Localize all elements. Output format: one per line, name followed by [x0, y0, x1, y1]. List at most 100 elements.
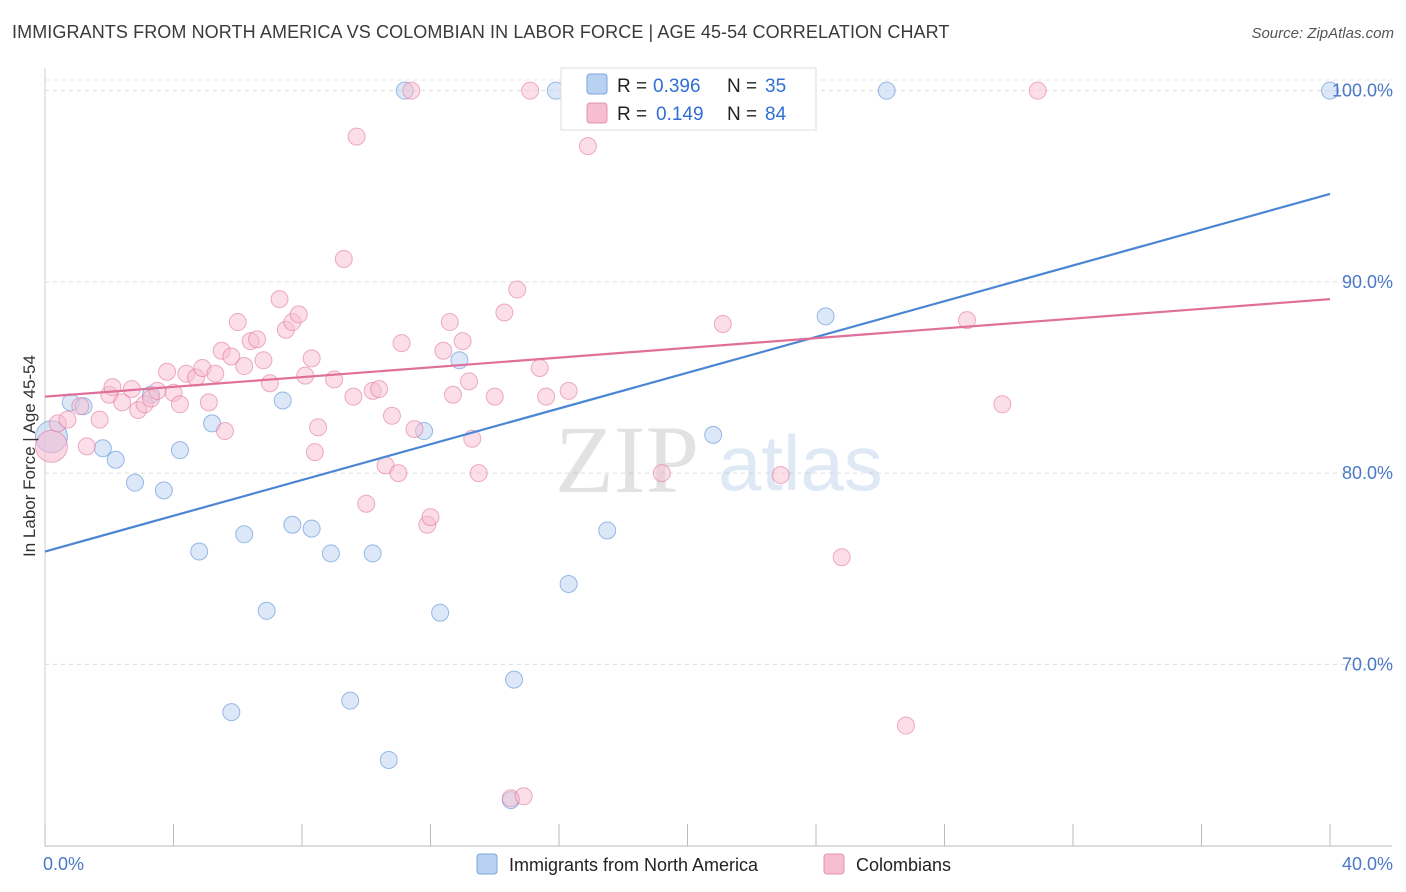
legend-label-north-america: Immigrants from North America [509, 855, 759, 875]
point-series0-33 [877, 81, 896, 100]
point-series0-5 [125, 473, 144, 492]
point-series1-70 [578, 137, 597, 156]
point-series1-28 [248, 330, 267, 349]
point-series1-77 [896, 716, 915, 735]
trend-line-series-1 [44, 298, 1331, 398]
point-series1-4 [77, 437, 96, 456]
point-series1-31 [270, 290, 289, 309]
point-series0-13 [257, 601, 276, 620]
point-series1-49 [392, 334, 411, 353]
legend-r-value-1: 0.396 [653, 76, 701, 97]
point-series0-8 [170, 441, 189, 460]
point-series0-7 [154, 481, 173, 500]
legend-r-value-2: 0.149 [656, 104, 704, 125]
point-series1-50 [402, 81, 421, 100]
legend-swatch-pink [586, 102, 608, 124]
point-series1-25 [228, 313, 247, 332]
point-series1-21 [206, 364, 225, 383]
trend-line-series-0 [44, 192, 1331, 553]
legend-n-value-2: 84 [765, 104, 787, 125]
point-series1-65 [514, 787, 533, 806]
point-series1-79 [993, 395, 1012, 414]
point-series0-17 [321, 544, 340, 563]
point-series0-11 [222, 703, 241, 722]
point-series1-3 [71, 397, 90, 416]
watermark: ZIP atlas [555, 406, 883, 513]
point-series1-53 [421, 508, 440, 527]
y-tick-label-3: 100.0% [1332, 81, 1393, 101]
point-series1-55 [440, 313, 459, 332]
point-series1-29 [254, 351, 273, 370]
point-series1-40 [334, 249, 353, 268]
legend-r-label-2: R = [617, 104, 647, 125]
watermark-zip: ZIP [555, 406, 699, 513]
trend-lines [44, 192, 1331, 553]
point-series1-47 [382, 406, 401, 425]
point-series1-45 [370, 379, 389, 398]
point-series1-60 [469, 464, 488, 483]
point-series0-15 [283, 515, 302, 534]
x-tick-labels: 0.0% 40.0% [43, 854, 1393, 874]
watermark-atlas: atlas [718, 419, 883, 507]
point-series1-20 [199, 393, 218, 412]
legend-swatch-colombians [823, 853, 845, 875]
legend-swatch-blue [586, 73, 608, 95]
point-series1-42 [347, 127, 366, 146]
point-series0-14 [273, 391, 292, 410]
legend-n-label-2: N = [727, 104, 757, 125]
x-tick-label-1: 40.0% [1342, 854, 1393, 874]
legend-swatch-north-america [476, 853, 498, 875]
point-series1-56 [443, 385, 462, 404]
point-series0-16 [302, 519, 321, 538]
point-series1-14 [158, 362, 177, 381]
legend-n-label-1: N = [727, 76, 757, 97]
point-series1-78 [957, 311, 976, 330]
point-series1-57 [453, 332, 472, 351]
point-series1-38 [309, 418, 328, 437]
x-tick-label-0: 0.0% [43, 854, 84, 874]
point-series1-34 [289, 305, 308, 324]
point-series1-43 [357, 494, 376, 513]
point-series0-26 [505, 670, 524, 689]
point-series0-4 [106, 450, 125, 469]
point-series1-54 [434, 341, 453, 360]
point-series1-51 [405, 420, 424, 439]
y-axis-title: In Labor Force | Age 45-54 [20, 355, 39, 557]
point-series0-9 [190, 542, 209, 561]
point-series1-73 [713, 314, 732, 333]
legend-label-colombians: Colombians [856, 855, 951, 875]
point-series1-80 [1028, 81, 1047, 100]
point-series1-36 [302, 349, 321, 368]
point-series0-19 [363, 544, 382, 563]
point-series1-37 [305, 443, 324, 462]
point-series1-0 [34, 429, 68, 463]
point-series1-24 [222, 347, 241, 366]
point-series1-13 [148, 381, 167, 400]
legend-n-value-1: 35 [765, 76, 786, 97]
y-tick-label-2: 90.0% [1342, 272, 1393, 292]
series-legend: Immigrants from North America Colombians [476, 853, 951, 875]
legend-r-label-1: R = [617, 76, 647, 97]
point-series0-20 [379, 750, 398, 769]
point-series1-58 [460, 372, 479, 391]
y-tick-labels: 70.0% 80.0% 90.0% 100.0% [1332, 81, 1393, 675]
point-series1-8 [113, 393, 132, 412]
point-series1-68 [537, 387, 556, 406]
point-series1-26 [235, 357, 254, 376]
point-series0-12 [235, 525, 254, 544]
point-series1-48 [389, 464, 408, 483]
source-label: Source: ZipAtlas.com [1251, 25, 1394, 42]
y-tick-label-1: 80.0% [1342, 463, 1393, 483]
point-series1-66 [521, 81, 540, 100]
point-series1-67 [530, 358, 549, 377]
point-series1-5 [90, 410, 109, 429]
point-series1-76 [832, 548, 851, 567]
series-1-points [34, 81, 1047, 808]
point-series1-61 [485, 387, 504, 406]
point-series0-31 [704, 425, 723, 444]
stats-legend: R = 0.396 N = 35 R = 0.149 N = 84 [560, 67, 817, 131]
point-series1-23 [215, 422, 234, 441]
point-series0-28 [559, 575, 578, 594]
point-series0-29 [598, 521, 617, 540]
